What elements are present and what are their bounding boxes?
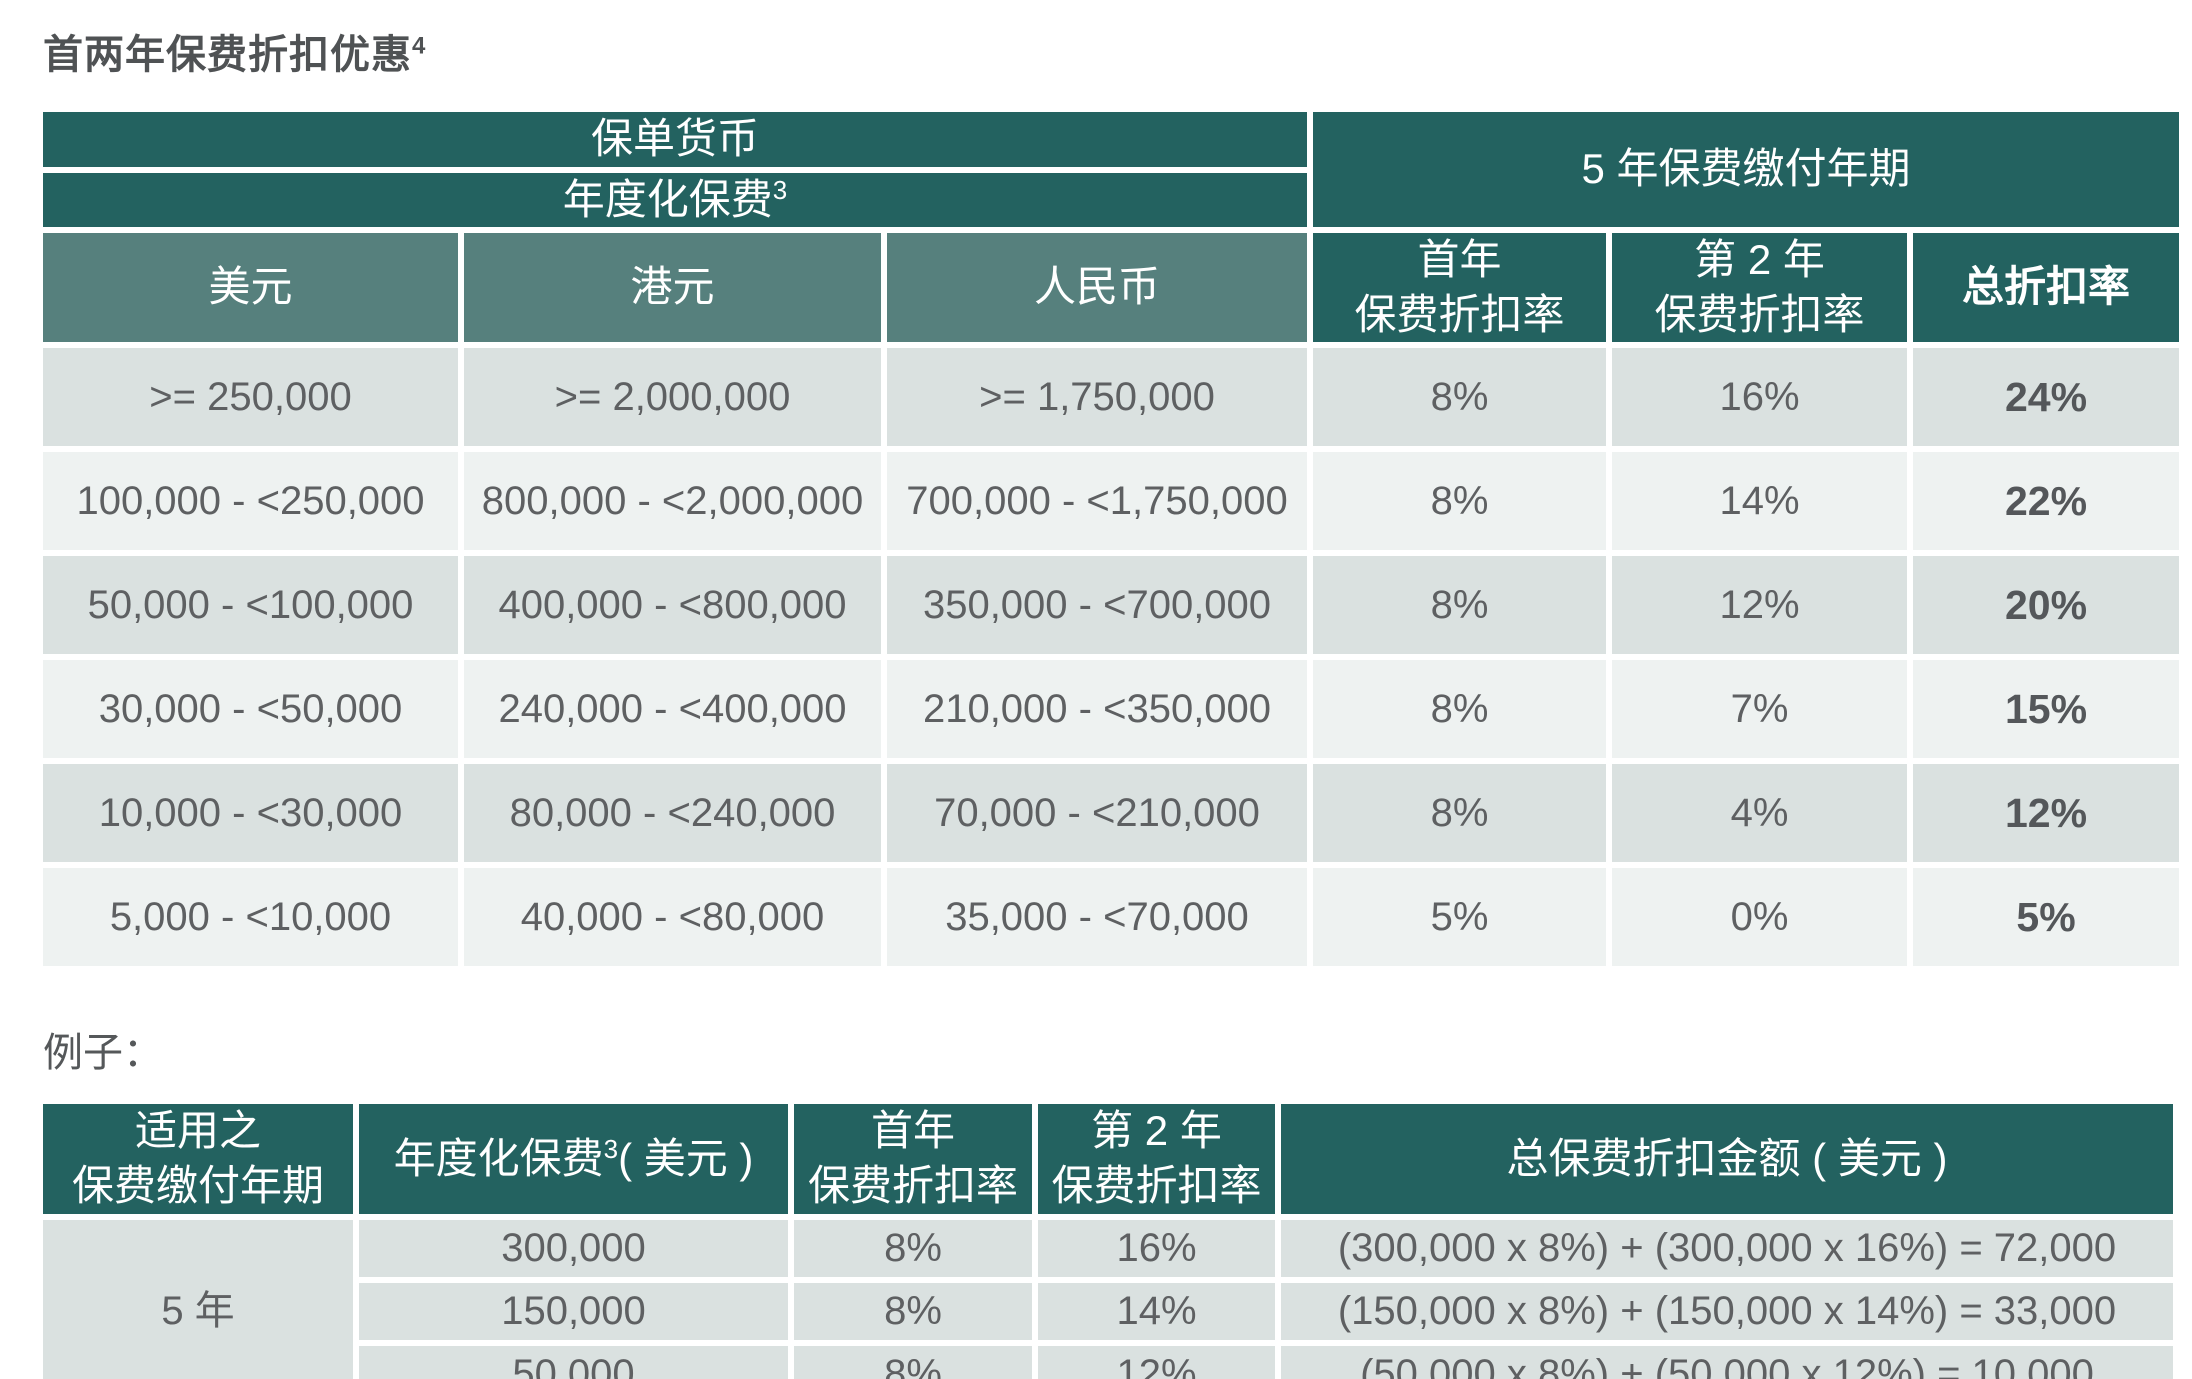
table1-row-3: 50,000 - <100,000 400,000 - <800,000 350…	[43, 556, 2180, 655]
usd-range-cell: 5,000 - <10,000	[43, 868, 458, 967]
first-year-rate-cell: 8%	[1313, 348, 1607, 447]
first-year-rate-cell: 8%	[1313, 764, 1607, 863]
second-year-line2: 保费折扣率	[1654, 290, 1865, 338]
rmb-range-cell: 350,000 - <700,000	[887, 556, 1308, 655]
column-header-hkd: 港元	[464, 233, 881, 343]
hkd-range-cell: 240,000 - <400,000	[464, 660, 881, 759]
annualized-premium-label: 年度化保费	[562, 175, 773, 223]
hkd-range-cell: >= 2,000,000	[464, 348, 881, 447]
page-title-footnote-marker: 4	[412, 32, 427, 60]
first-year-rate-cell: 5%	[1313, 868, 1607, 967]
total-rate-cell: 15%	[1913, 660, 2180, 759]
total-rate-cell: 20%	[1913, 556, 2180, 655]
column-header-second-year-rate: 第 2 年保费折扣率	[1038, 1104, 1275, 1214]
premium-currency-suffix: ( 美元 )	[618, 1134, 754, 1182]
total-rate-cell: 5%	[1913, 868, 2180, 967]
discount-calculation-cell: (300,000 x 8%) + (300,000 x 16%) = 72,00…	[1281, 1219, 2173, 1277]
discount-calculation-cell: (50,000 x 8%) + (50,000 x 12%) = 10,000	[1281, 1345, 2173, 1379]
first-year-rate-cell: 8%	[1313, 452, 1607, 551]
first-year-rate-cell: 8%	[794, 1345, 1032, 1379]
second-year-line2: 保费折扣率	[1051, 1161, 1262, 1209]
first-year-rate-cell: 8%	[1313, 660, 1607, 759]
first-year-rate-cell: 8%	[794, 1219, 1032, 1277]
column-header-rmb: 人民币	[887, 233, 1308, 343]
second-year-rate-cell: 12%	[1038, 1345, 1275, 1379]
second-year-rate-cell: 16%	[1038, 1219, 1275, 1277]
column-header-total-discount-amount: 总保费折扣金额 ( 美元 )	[1281, 1104, 2173, 1214]
total-rate-cell: 24%	[1913, 348, 2180, 447]
second-year-rate-cell: 4%	[1612, 764, 1908, 863]
table1-header-row-currency: 保单货币 5 年保费缴付年期	[43, 112, 2180, 228]
second-year-line1: 第 2 年	[1694, 236, 1825, 284]
hkd-range-cell: 800,000 - <2,000,000	[464, 452, 881, 551]
table1-row-6: 5,000 - <10,000 40,000 - <80,000 35,000 …	[43, 868, 2180, 967]
table2-row-3: 50,000 8% 12% (50,000 x 8%) + (50,000 x …	[43, 1345, 2173, 1379]
second-year-rate-cell: 14%	[1038, 1282, 1275, 1340]
example-table: 适用之保费缴付年期 年度化保费3( 美元 ) 首年保费折扣率 第 2 年保费折扣…	[37, 1098, 2179, 1379]
rmb-range-cell: >= 1,750,000	[887, 348, 1308, 447]
column-header-usd: 美元	[43, 233, 458, 343]
column-header-applicable-term: 适用之 保费缴付年期	[43, 1104, 353, 1214]
usd-range-cell: 10,000 - <30,000	[43, 764, 458, 863]
table1-row-2: 100,000 - <250,000 800,000 - <2,000,000 …	[43, 452, 2180, 551]
usd-range-cell: 30,000 - <50,000	[43, 660, 458, 759]
first-year-rate-cell: 8%	[794, 1282, 1032, 1340]
second-year-rate-cell: 16%	[1612, 348, 1908, 447]
rmb-range-cell: 210,000 - <350,000	[887, 660, 1308, 759]
first-year-rate-cell: 8%	[1313, 556, 1607, 655]
first-two-years-discount-table: 保单货币 5 年保费缴付年期 年度化保费3 美元 港元 人民币 首年保费折扣率 …	[37, 106, 2185, 972]
second-year-rate-cell: 14%	[1612, 452, 1908, 551]
hkd-range-cell: 400,000 - <800,000	[464, 556, 881, 655]
table1-row-1: >= 250,000 >= 2,000,000 >= 1,750,000 8% …	[43, 348, 2180, 447]
second-year-rate-cell: 12%	[1612, 556, 1908, 655]
premium-cell: 150,000	[359, 1282, 788, 1340]
rmb-range-cell: 700,000 - <1,750,000	[887, 452, 1308, 551]
annualized-premium-header: 年度化保费3	[43, 172, 1308, 228]
policy-currency-header: 保单货币	[43, 112, 1308, 167]
table1-subheader-row: 美元 港元 人民币 首年保费折扣率 第 2 年保费折扣率 总折扣率	[43, 233, 2180, 343]
payment-term-value-cell: 5 年	[43, 1219, 353, 1379]
usd-range-cell: 100,000 - <250,000	[43, 452, 458, 551]
page-title: 首两年保费折扣优惠4	[43, 22, 2149, 80]
example-label: 例子：	[43, 1031, 163, 1076]
column-header-first-year-rate: 首年 保费折扣率	[1313, 233, 1607, 343]
table2-row-1: 5 年 300,000 8% 16% (300,000 x 8%) + (300…	[43, 1219, 2173, 1379]
premium-footnote-marker: 3	[603, 1133, 619, 1164]
total-rate-cell: 22%	[1913, 452, 2180, 551]
first-year-line2: 保费折扣率	[807, 1161, 1018, 1209]
column-header-first-year-rate: 首年 保费折扣率	[794, 1104, 1032, 1214]
second-year-rate-cell: 7%	[1612, 660, 1908, 759]
first-year-line2: 保费折扣率	[1354, 290, 1565, 338]
premium-cell: 50,000	[359, 1345, 788, 1379]
column-header-total-rate: 总折扣率	[1913, 233, 2180, 343]
total-rate-cell: 12%	[1913, 764, 2180, 863]
discount-calculation-cell: (150,000 x 8%) + (150,000 x 14%) = 33,00…	[1281, 1282, 2173, 1340]
second-year-rate-cell: 0%	[1612, 868, 1908, 967]
column-header-annualized-premium-usd: 年度化保费3( 美元 )	[359, 1104, 788, 1214]
column-header-second-year-rate: 第 2 年保费折扣率	[1612, 233, 1908, 343]
usd-range-cell: 50,000 - <100,000	[43, 556, 458, 655]
hkd-range-cell: 40,000 - <80,000	[464, 868, 881, 967]
rmb-range-cell: 70,000 - <210,000	[887, 764, 1308, 863]
table1-header-row-premium: 年度化保费3	[43, 172, 2179, 228]
table2-header-row: 适用之保费缴付年期 年度化保费3( 美元 ) 首年保费折扣率 第 2 年保费折扣…	[43, 1104, 2173, 1214]
table1-row-4: 30,000 - <50,000 240,000 - <400,000 210,…	[43, 660, 2180, 759]
table1-row-5: 10,000 - <30,000 80,000 - <240,000 70,00…	[43, 764, 2180, 863]
table2-row-2: 150,000 8% 14% (150,000 x 8%) + (150,000…	[43, 1282, 2173, 1340]
applicable-term-line1: 适用之	[134, 1107, 261, 1155]
applicable-term-line2: 保费缴付年期	[71, 1161, 324, 1209]
annualized-premium-footnote-marker: 3	[772, 174, 788, 205]
rmb-range-cell: 35,000 - <70,000	[887, 868, 1308, 967]
hkd-range-cell: 80,000 - <240,000	[464, 764, 881, 863]
first-year-line1: 首年	[1417, 236, 1502, 284]
first-year-line1: 首年	[870, 1107, 955, 1155]
payment-term-header: 5 年保费缴付年期	[1313, 112, 2180, 228]
usd-range-cell: >= 250,000	[43, 348, 458, 447]
premium-cell: 300,000	[359, 1219, 788, 1277]
page-title-text: 首两年保费折扣优惠	[43, 33, 412, 77]
premium-label: 年度化保费	[393, 1134, 604, 1182]
second-year-line1: 第 2 年	[1091, 1107, 1222, 1155]
